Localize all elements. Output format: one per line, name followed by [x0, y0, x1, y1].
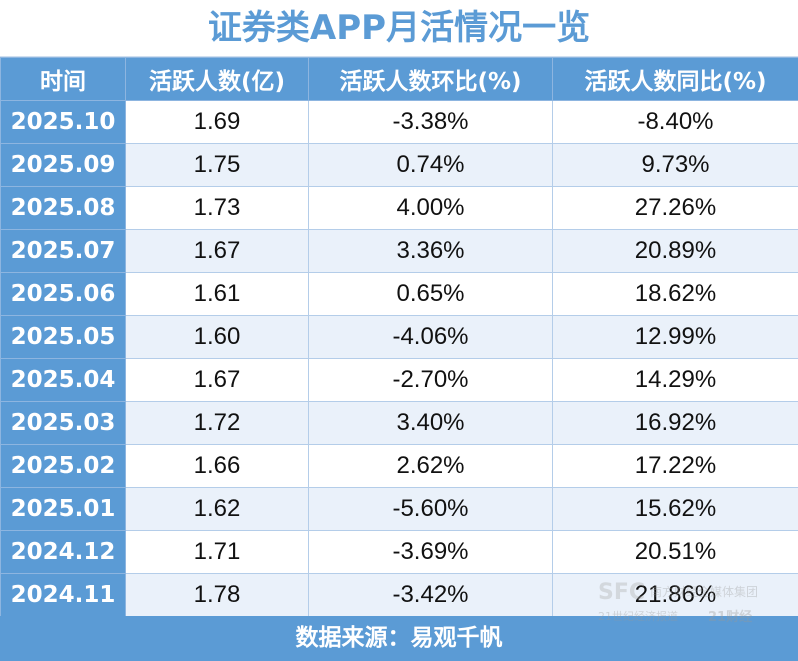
cell-active-users: 1.72 — [125, 401, 309, 445]
cell-active-users: 1.71 — [125, 530, 309, 574]
cell-time: 2025.09 — [0, 143, 126, 187]
cell-active-users: 1.75 — [125, 143, 309, 187]
table-row: 2025.05 1.60 -4.06% 12.99% — [0, 315, 798, 359]
cell-yoy: 9.73% — [552, 143, 798, 187]
cell-mom: 3.40% — [308, 401, 553, 445]
cell-active-users: 1.61 — [125, 272, 309, 316]
cell-yoy: 27.26% — [552, 186, 798, 230]
data-source-footer: 数据来源：易观千帆 — [0, 616, 798, 661]
table-row: 2025.02 1.66 2.62% 17.22% — [0, 444, 798, 488]
column-header-yoy: 活跃人数同比(%) — [552, 57, 798, 101]
cell-yoy: 16.92% — [552, 401, 798, 445]
table-row: 2025.01 1.62 -5.60% 15.62% — [0, 487, 798, 531]
cell-time: 2025.04 — [0, 358, 126, 402]
cell-mom: 4.00% — [308, 186, 553, 230]
data-table: 时间 活跃人数(亿) 活跃人数环比(%) 活跃人数同比(%) 2025.10 1.… — [0, 57, 798, 617]
cell-mom: 0.65% — [308, 272, 553, 316]
table-row: 2024.11 1.78 -3.42% 21.86% — [0, 573, 798, 617]
cell-time: 2025.06 — [0, 272, 126, 316]
page-title: 证券类APP月活情况一览 — [0, 0, 798, 57]
cell-active-users: 1.73 — [125, 186, 309, 230]
cell-yoy: 21.86% — [552, 573, 798, 617]
cell-yoy: 15.62% — [552, 487, 798, 531]
table-row: 2025.03 1.72 3.40% 16.92% — [0, 401, 798, 445]
column-header-time: 时间 — [0, 57, 126, 101]
cell-active-users: 1.78 — [125, 573, 309, 617]
table-row: 2025.06 1.61 0.65% 18.62% — [0, 272, 798, 316]
cell-time: 2025.03 — [0, 401, 126, 445]
cell-yoy: 14.29% — [552, 358, 798, 402]
cell-active-users: 1.66 — [125, 444, 309, 488]
cell-mom: -3.42% — [308, 573, 553, 617]
cell-active-users: 1.67 — [125, 358, 309, 402]
cell-yoy: 12.99% — [552, 315, 798, 359]
cell-time: 2025.07 — [0, 229, 126, 273]
cell-mom: 2.62% — [308, 444, 553, 488]
cell-yoy: -8.40% — [552, 100, 798, 144]
cell-active-users: 1.62 — [125, 487, 309, 531]
header-row: 时间 活跃人数(亿) 活跃人数环比(%) 活跃人数同比(%) — [0, 57, 798, 101]
cell-time: 2025.01 — [0, 487, 126, 531]
cell-time: 2025.08 — [0, 186, 126, 230]
cell-mom: -5.60% — [308, 487, 553, 531]
cell-time: 2024.12 — [0, 530, 126, 574]
cell-time: 2024.11 — [0, 573, 126, 617]
table-row: 2025.10 1.69 -3.38% -8.40% — [0, 100, 798, 144]
cell-mom: 3.36% — [308, 229, 553, 273]
cell-mom: -2.70% — [308, 358, 553, 402]
cell-yoy: 18.62% — [552, 272, 798, 316]
cell-time: 2025.02 — [0, 444, 126, 488]
column-header-active-users: 活跃人数(亿) — [125, 57, 309, 101]
table-row: 2025.09 1.75 0.74% 9.73% — [0, 143, 798, 187]
cell-time: 2025.10 — [0, 100, 126, 144]
cell-yoy: 17.22% — [552, 444, 798, 488]
cell-active-users: 1.69 — [125, 100, 309, 144]
cell-yoy: 20.89% — [552, 229, 798, 273]
table-row: 2025.07 1.67 3.36% 20.89% — [0, 229, 798, 273]
cell-time: 2025.05 — [0, 315, 126, 359]
cell-mom: 0.74% — [308, 143, 553, 187]
cell-active-users: 1.67 — [125, 229, 309, 273]
table-row: 2024.12 1.71 -3.69% 20.51% — [0, 530, 798, 574]
cell-mom: -3.69% — [308, 530, 553, 574]
cell-mom: -3.38% — [308, 100, 553, 144]
column-header-mom: 活跃人数环比(%) — [308, 57, 553, 101]
table-row: 2025.08 1.73 4.00% 27.26% — [0, 186, 798, 230]
cell-active-users: 1.60 — [125, 315, 309, 359]
table-row: 2025.04 1.67 -2.70% 14.29% — [0, 358, 798, 402]
cell-yoy: 20.51% — [552, 530, 798, 574]
cell-mom: -4.06% — [308, 315, 553, 359]
